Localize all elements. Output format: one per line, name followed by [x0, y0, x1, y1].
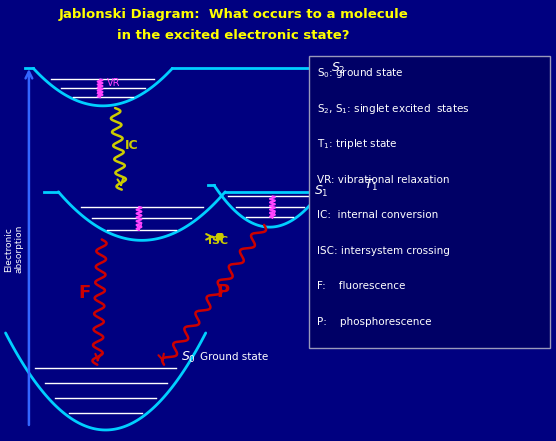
- Bar: [309, 56, 550, 348]
- Text: Electronic
absorption: Electronic absorption: [4, 225, 23, 273]
- Text: $S_2$: $S_2$: [331, 61, 345, 76]
- Text: $S_1$: $S_1$: [314, 184, 329, 199]
- Text: F:    fluorescence: F: fluorescence: [317, 281, 405, 291]
- Text: $T_1$: $T_1$: [364, 178, 379, 193]
- Text: in the excited electronic state?: in the excited electronic state?: [117, 29, 350, 41]
- Text: VR: vibrational relaxation: VR: vibrational relaxation: [317, 175, 449, 185]
- Text: S$_2$, S$_1$: singlet excited  states: S$_2$, S$_1$: singlet excited states: [317, 102, 470, 116]
- Text: ISC: intersystem crossing: ISC: intersystem crossing: [317, 246, 450, 256]
- Text: IC:  internal conversion: IC: internal conversion: [317, 210, 438, 220]
- Text: IC: IC: [125, 139, 139, 152]
- Text: S$_0$: ground state: S$_0$: ground state: [317, 66, 403, 80]
- Text: ISC: ISC: [208, 236, 229, 246]
- Text: Jablonski Diagram:  What occurs to a molecule: Jablonski Diagram: What occurs to a mole…: [58, 8, 409, 21]
- Text: P:    phosphorescence: P: phosphorescence: [317, 317, 431, 327]
- Text: F: F: [78, 284, 91, 302]
- Text: $S_0$: $S_0$: [181, 350, 196, 365]
- Text: VR: VR: [107, 78, 120, 88]
- Text: P: P: [217, 283, 230, 301]
- Text: T$_1$: triplet state: T$_1$: triplet state: [317, 137, 398, 151]
- Text: Ground state: Ground state: [200, 352, 269, 362]
